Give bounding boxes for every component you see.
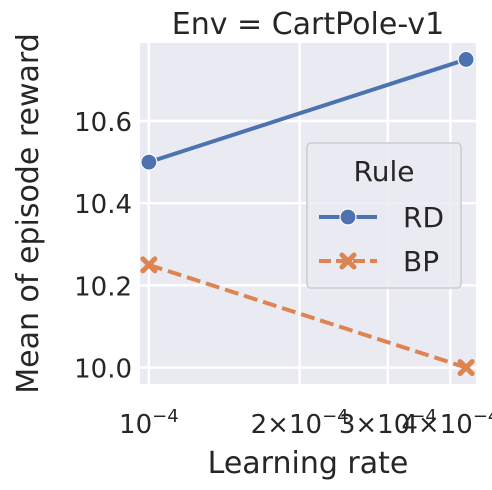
- series-rd: [140, 50, 475, 171]
- x-tick-label: 10−4: [119, 406, 179, 440]
- legend-entry-bp: BP: [319, 245, 439, 278]
- x-tick-labels: 10−4 2×10−43×10−44×10−4: [119, 406, 492, 440]
- data-point-rd: [140, 153, 158, 171]
- y-tick-label: 10.6: [74, 108, 132, 138]
- x-tick-label: 3×10−4: [339, 406, 437, 440]
- legend-box: [306, 142, 462, 289]
- y-tick-labels: 10.0 10.2 10.4 10.6: [74, 108, 132, 385]
- legend-marker-rd: [339, 208, 357, 226]
- y-tick-label: 10.0: [74, 355, 132, 385]
- x-axis-label: Learning rate: [208, 446, 409, 481]
- y-tick-label: 10.4: [74, 190, 132, 220]
- chart-title: Env = CartPole-v1: [172, 7, 444, 42]
- legend: Rule RD BP: [306, 142, 462, 289]
- legend-title: Rule: [354, 155, 415, 188]
- legend-marker-bp: [339, 252, 357, 270]
- series-bp: [140, 256, 475, 377]
- y-tick-label: 10.2: [74, 272, 132, 302]
- series-layer: [140, 50, 475, 377]
- data-point-bp: [140, 256, 158, 274]
- legend-entry-rd: RD: [319, 201, 444, 234]
- data-point-bp: [457, 359, 475, 377]
- legend-label-rd: RD: [403, 201, 444, 234]
- x-tick-label: 2×10−4: [251, 406, 349, 440]
- legend-label-bp: BP: [403, 245, 439, 278]
- y-axis-label: Mean of episode reward: [11, 33, 46, 393]
- series-line-rd: [148, 57, 467, 165]
- data-point-rd: [457, 50, 475, 69]
- series-line-bp: [148, 262, 467, 370]
- x-tick-label: 4×10−4: [401, 406, 492, 440]
- legend-entries: RD BP: [319, 201, 444, 278]
